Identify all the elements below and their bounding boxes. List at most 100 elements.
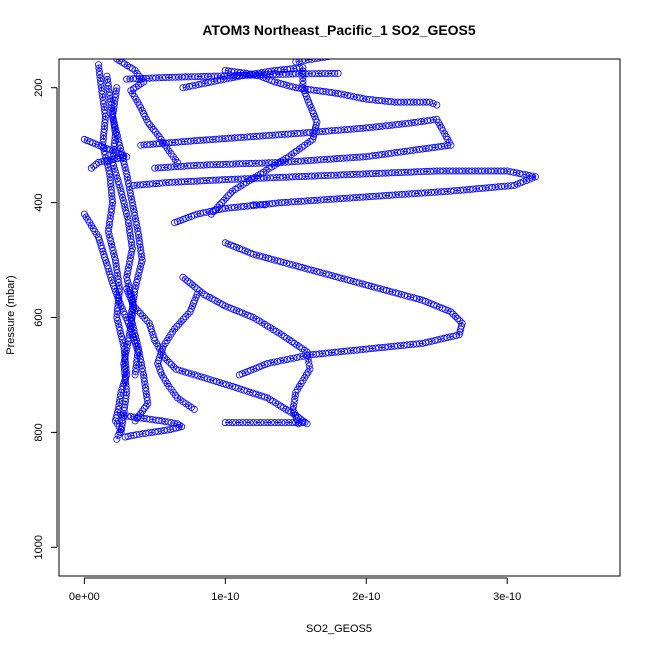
data-point (115, 138, 123, 146)
data-point (117, 187, 125, 195)
data-point (132, 361, 140, 369)
x-tick-label: 0e+00 (69, 591, 100, 603)
data-point (181, 275, 189, 283)
data-point (305, 358, 313, 366)
data-point (122, 350, 130, 358)
x-tick-label: 3e-10 (493, 591, 521, 603)
data-point (299, 352, 307, 360)
data-point (117, 388, 125, 396)
data-point (133, 278, 141, 286)
data-point (179, 273, 187, 281)
data-point (133, 354, 141, 362)
data-point (120, 412, 128, 420)
data-point (184, 310, 192, 318)
data-point (213, 378, 221, 386)
data-point (113, 174, 121, 182)
data-point (113, 128, 121, 136)
data-point (126, 189, 134, 197)
data-point (121, 433, 129, 441)
data-point (126, 186, 134, 194)
data-point (295, 420, 303, 428)
data-point (188, 302, 196, 310)
data-point (454, 315, 462, 323)
data-point (261, 201, 269, 209)
data-point (528, 174, 536, 182)
data-point (157, 164, 165, 172)
data-point (122, 206, 130, 214)
data-point (283, 355, 291, 363)
data-point (222, 194, 230, 202)
series-17 (123, 69, 342, 83)
data-point (207, 210, 215, 218)
data-point (110, 250, 118, 258)
data-point (114, 320, 122, 328)
data-point (125, 260, 133, 268)
data-point (134, 272, 142, 280)
data-point (429, 100, 437, 108)
data-point (456, 328, 464, 336)
data-point (172, 365, 180, 373)
data-point (107, 237, 115, 245)
data-point (124, 267, 132, 275)
data-point (116, 184, 124, 192)
axes-layer: 0e+00 1e-10 2e-10 3e-10 200 400 600 800 1000 (33, 79, 521, 603)
data-point (303, 351, 311, 359)
data-point (126, 254, 134, 262)
data-point (281, 419, 289, 427)
data-point (132, 282, 140, 290)
data-point (126, 257, 134, 265)
data-point (95, 67, 103, 75)
data-point (225, 419, 233, 427)
data-point (456, 317, 464, 325)
data-point (97, 80, 105, 88)
data-point (331, 69, 339, 77)
data-point (154, 164, 162, 172)
data-point (296, 353, 304, 361)
data-point (121, 203, 129, 211)
data-point (311, 59, 319, 63)
data-point (131, 368, 139, 376)
data-point (179, 315, 187, 323)
data-point (253, 419, 261, 427)
data-point (181, 368, 189, 376)
data-point (133, 275, 141, 283)
series-8 (123, 285, 311, 428)
data-point (188, 370, 196, 378)
data-point (132, 431, 140, 439)
data-point (108, 243, 116, 251)
data-point (190, 405, 198, 413)
data-point (227, 72, 235, 80)
data-point (129, 202, 137, 210)
data-point (112, 171, 120, 179)
data-point (127, 251, 135, 259)
data-point (163, 356, 171, 364)
data-point (221, 419, 229, 427)
data-point (200, 374, 208, 382)
data-point (155, 357, 163, 365)
data-point (173, 322, 181, 330)
data-point (105, 230, 113, 238)
data-point (165, 73, 173, 81)
data-point (114, 135, 122, 143)
data-point (112, 125, 120, 133)
data-point (161, 354, 169, 362)
data-point (232, 419, 240, 427)
data-point (117, 428, 125, 436)
data-point (113, 132, 121, 140)
data-point (110, 165, 118, 173)
data-point (304, 95, 312, 103)
data-point (123, 273, 131, 281)
data-point (178, 367, 186, 375)
data-point (290, 398, 298, 406)
data-point (433, 101, 441, 109)
series-4 (80, 210, 142, 379)
data-point (133, 351, 141, 359)
data-point (118, 425, 126, 433)
data-point (194, 372, 202, 380)
data-point (216, 379, 224, 387)
data-point (92, 160, 100, 168)
data-point (117, 392, 125, 400)
series-19 (80, 135, 131, 172)
x-axis-label: SO2_GEOS5 (306, 623, 372, 635)
